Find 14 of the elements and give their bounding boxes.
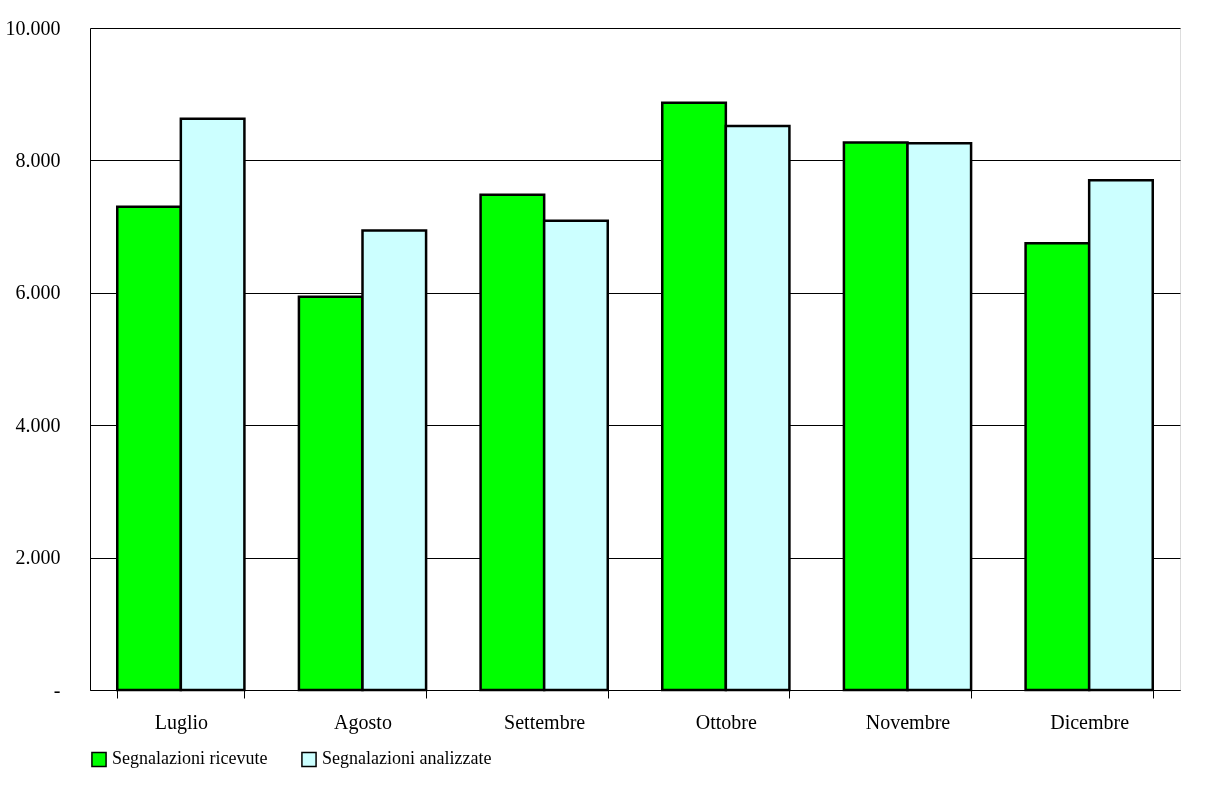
x-tick-label: Agosto (334, 710, 392, 734)
y-tick-label: 8.000 (15, 148, 61, 171)
y-tick-label: 6.000 (15, 281, 61, 304)
x-tick-label: Novembre (865, 710, 951, 733)
x-tick-label: Ottobre (695, 710, 757, 733)
y-tick-label: 4.000 (15, 413, 61, 436)
x-tick-label: Dicembre (1050, 710, 1130, 733)
x-tick-label: Settembre (504, 710, 586, 733)
legend-label: Segnalazioni analizzate (322, 748, 492, 769)
y-tick-label: 2.000 (15, 546, 61, 569)
y-tick-label: 10.000 (5, 16, 61, 39)
x-tick-label: Luglio (154, 710, 209, 734)
y-tick-label: - (53, 678, 61, 701)
legend-label: Segnalazioni ricevute (112, 748, 268, 769)
